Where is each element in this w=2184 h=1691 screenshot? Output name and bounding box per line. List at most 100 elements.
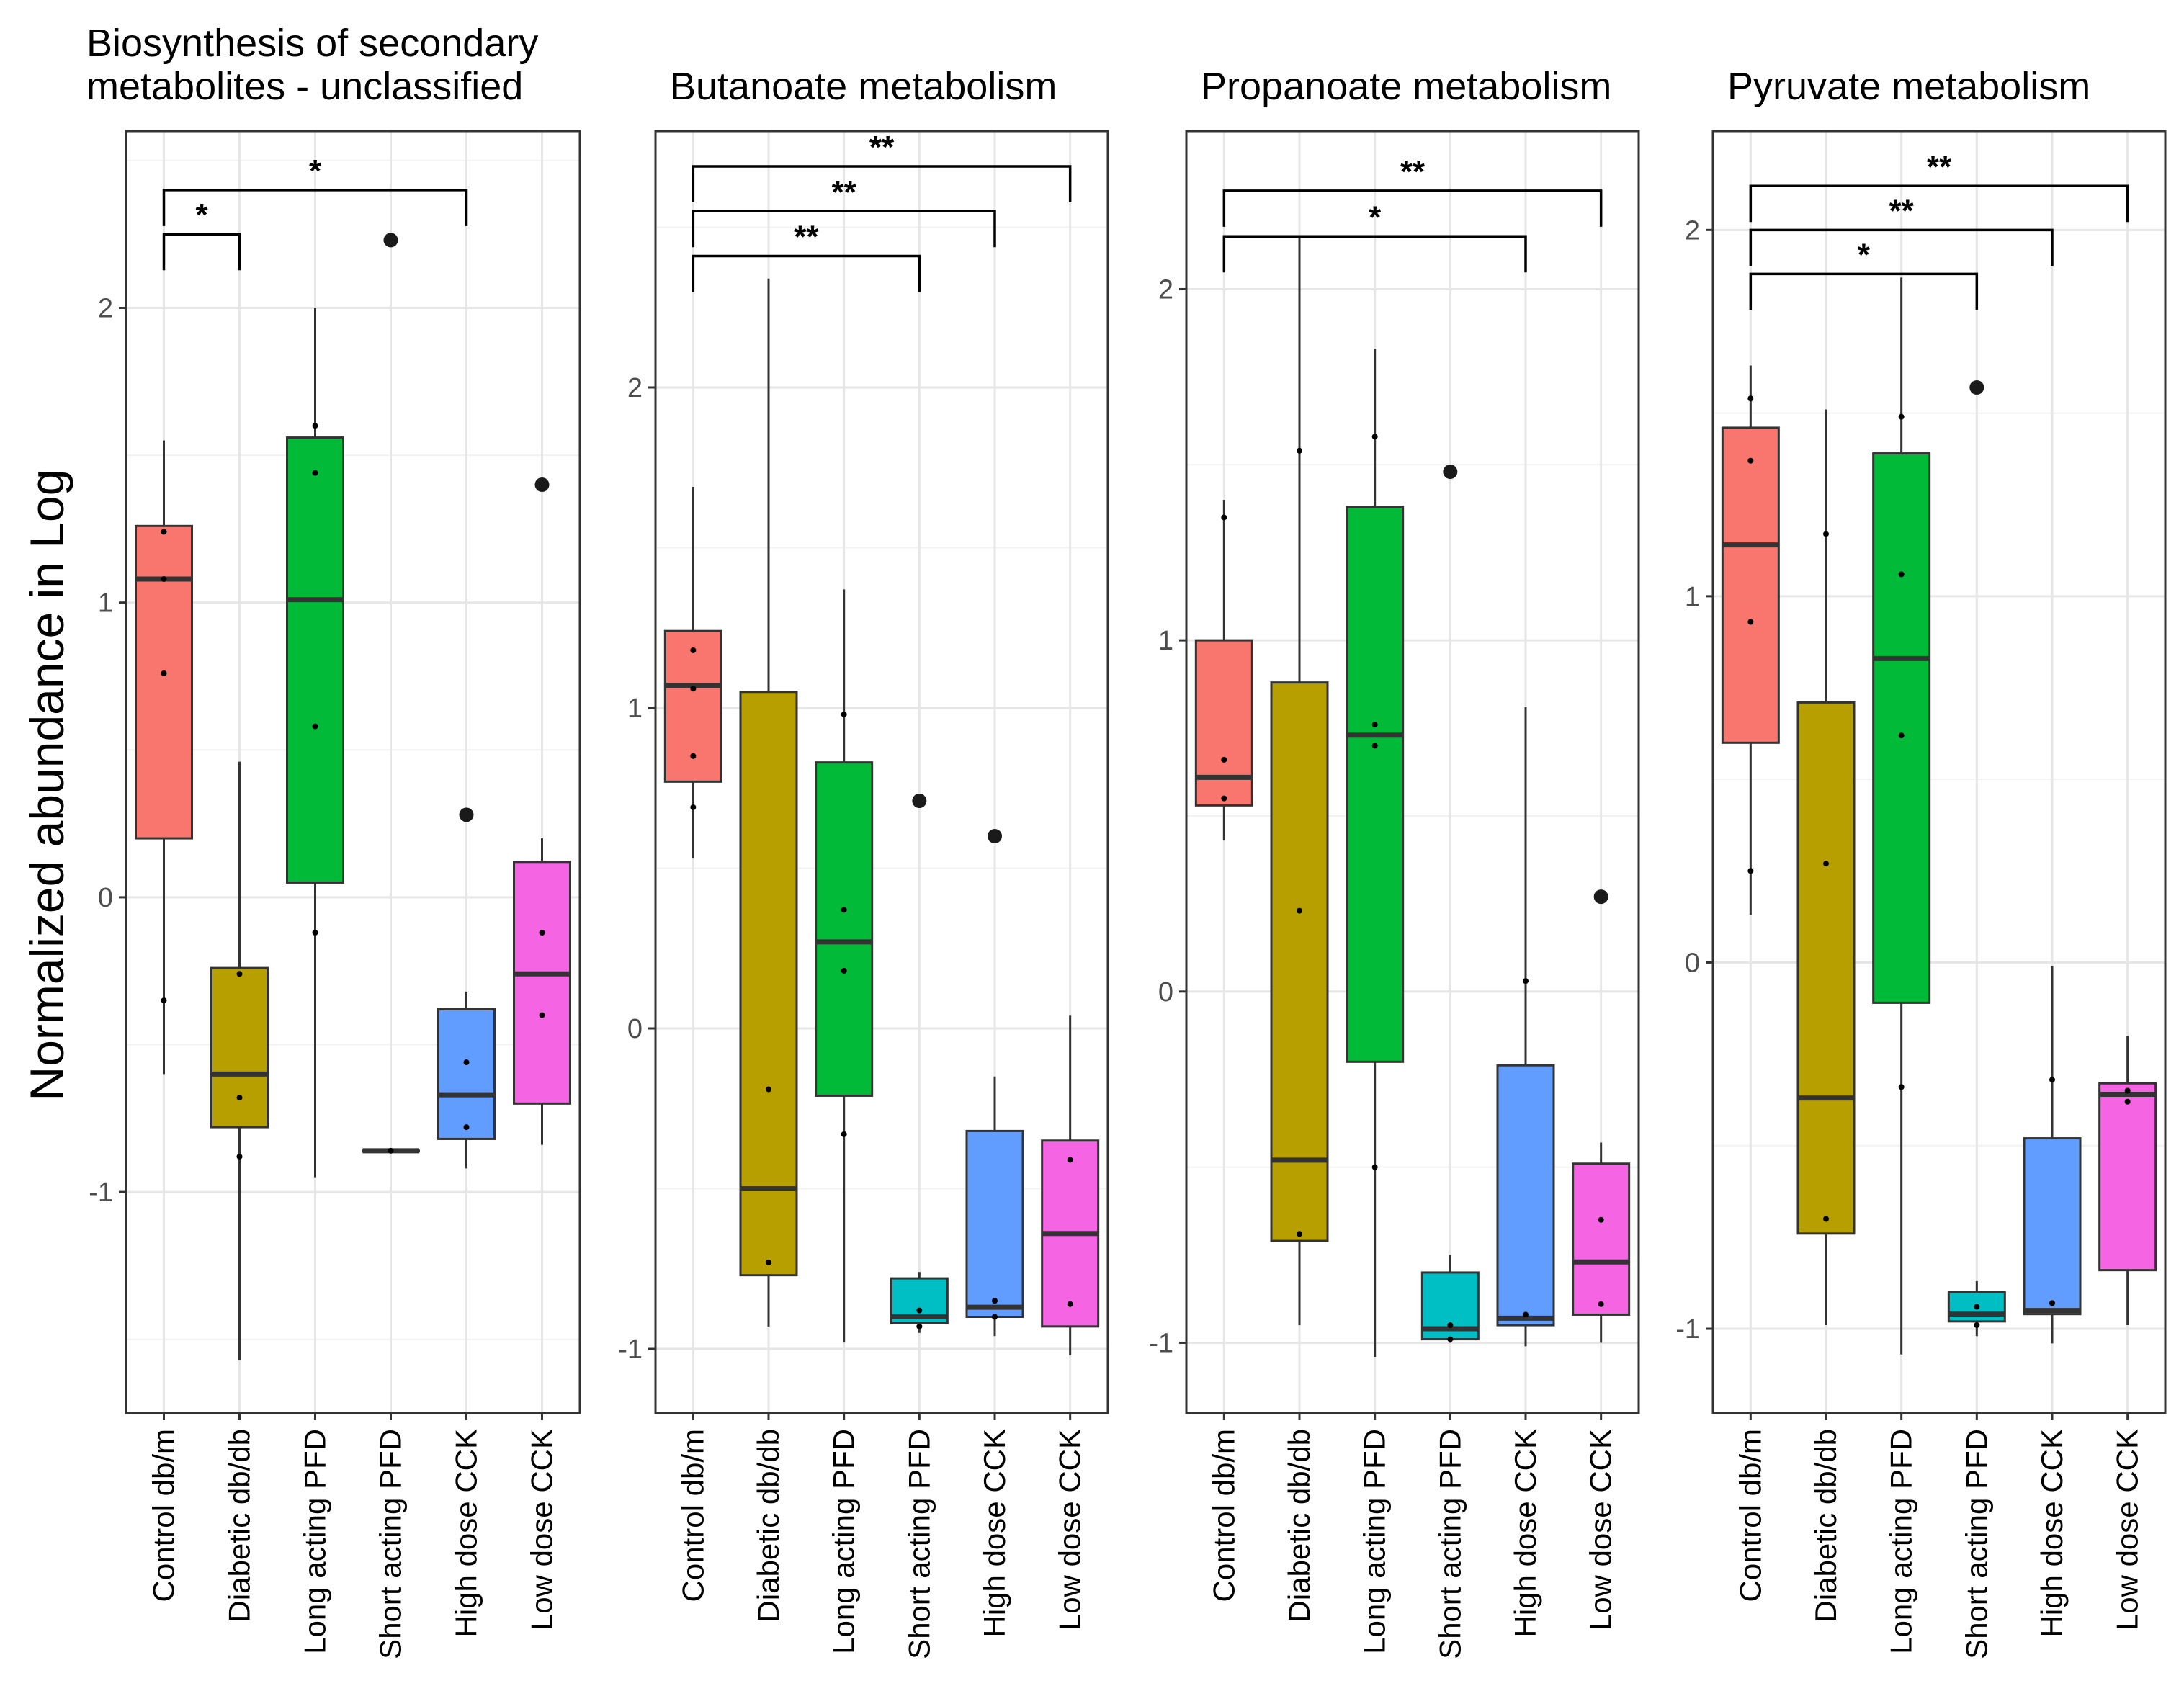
outlier-point <box>1593 889 1608 905</box>
data-point <box>2124 1098 2131 1105</box>
x-tick-label: Diabetic db/db <box>1809 1429 1843 1623</box>
y-tick-label: 2 <box>1685 215 1700 246</box>
x-tick-label: Short acting PFD <box>1433 1429 1467 1659</box>
data-point <box>1747 619 1754 625</box>
outlier-point <box>1969 380 1984 395</box>
box <box>2098 1082 2157 1272</box>
panel-border <box>1711 130 2167 1414</box>
data-point <box>463 1124 470 1131</box>
data-point <box>1221 756 1227 763</box>
y-tick-label: 1 <box>98 588 113 619</box>
y-tick-label: 1 <box>1685 582 1700 612</box>
y-tick-label: 0 <box>627 1014 643 1044</box>
box <box>1270 681 1329 1242</box>
y-tick-label: -1 <box>89 1178 113 1208</box>
data-point <box>1898 1084 1905 1090</box>
plot-area <box>1713 131 2165 1413</box>
significance-bracket <box>162 189 468 226</box>
x-tick-label: Diabetic db/db <box>223 1429 256 1623</box>
data-point <box>2124 1087 2131 1094</box>
data-point <box>992 1298 998 1304</box>
box <box>2023 1137 2082 1316</box>
data-point <box>690 753 697 759</box>
significance-label: ** <box>794 220 819 255</box>
outlier-point <box>534 477 550 493</box>
data-point <box>1898 413 1905 420</box>
x-tick-label: High dose CCK <box>2035 1429 2069 1637</box>
significance-bracket <box>1749 184 2129 223</box>
data-point <box>1523 978 1529 984</box>
data-point <box>388 1147 394 1154</box>
significance-bracket <box>1222 235 1527 273</box>
significance-bracket <box>692 165 1072 202</box>
significance-label: * <box>309 153 322 189</box>
box <box>1194 639 1253 807</box>
panel-title: Pyruvate metabolism <box>1727 65 2090 108</box>
x-tick-label: High dose CCK <box>1508 1429 1542 1637</box>
data-point <box>992 1314 998 1320</box>
data-point <box>236 971 243 977</box>
data-point <box>766 1259 771 1265</box>
box <box>965 1129 1024 1319</box>
y-tick-label: 0 <box>1685 948 1700 978</box>
y-axis-label: Normalized abundance in Log <box>20 470 73 1101</box>
x-tick-label: High dose CCK <box>977 1429 1011 1637</box>
box <box>815 761 874 1097</box>
data-point <box>1447 1322 1454 1329</box>
data-point <box>841 907 847 913</box>
data-point <box>1371 1164 1378 1170</box>
panel-border <box>125 130 581 1414</box>
y-tick-label: 1 <box>1158 626 1173 656</box>
data-point <box>841 711 847 717</box>
significance-bracket <box>692 254 921 292</box>
x-tick-label: Short acting PFD <box>374 1429 408 1659</box>
box <box>1346 506 1405 1063</box>
data-point <box>236 1095 243 1101</box>
x-tick-label: High dose CCK <box>449 1429 483 1637</box>
box <box>1872 452 1931 1004</box>
significance-label: ** <box>1400 154 1426 189</box>
data-point <box>916 1307 923 1314</box>
box <box>1496 1064 1555 1327</box>
box <box>1572 1162 1631 1316</box>
data-point <box>766 1086 771 1093</box>
data-point <box>161 575 167 582</box>
data-point <box>1747 457 1754 464</box>
data-point <box>1823 1216 1829 1222</box>
data-point <box>690 804 697 810</box>
y-tick-label: 0 <box>1158 977 1173 1008</box>
panel-border <box>1185 130 1640 1414</box>
data-point <box>690 647 697 653</box>
data-point <box>1297 447 1302 454</box>
data-point <box>1067 1301 1073 1307</box>
data-point <box>1297 907 1302 914</box>
x-tick-label: Short acting PFD <box>902 1429 936 1659</box>
x-tick-label: Control db/m <box>1733 1429 1767 1602</box>
panel-title: Propanoate metabolism <box>1201 65 1611 108</box>
outlier-point <box>988 829 1002 843</box>
data-point <box>690 686 697 692</box>
x-tick-label: Low dose CCK <box>2111 1429 2144 1631</box>
x-tick-label: Long acting PFD <box>1358 1429 1392 1654</box>
data-point <box>1898 732 1905 739</box>
box <box>739 691 798 1277</box>
data-point <box>312 423 318 429</box>
data-point <box>1221 795 1227 802</box>
significance-label: ** <box>832 174 857 210</box>
data-point <box>312 723 318 730</box>
x-tick-label: Low dose CCK <box>1584 1429 1618 1631</box>
data-point <box>841 967 847 974</box>
box <box>663 629 722 783</box>
plot-area <box>655 131 1108 1413</box>
data-point <box>1747 868 1754 874</box>
x-tick-label: Short acting PFD <box>1959 1429 1993 1659</box>
box <box>135 524 193 840</box>
chart-panel-2: Butanoate metabolism -1 0 1 2 ** ** ** Control d… <box>618 65 1109 1659</box>
data-point <box>1898 571 1905 578</box>
panel-title: metabolites - unclassified <box>86 65 523 108</box>
y-tick-label: -1 <box>1675 1314 1700 1345</box>
y-tick-label: -1 <box>618 1335 643 1365</box>
